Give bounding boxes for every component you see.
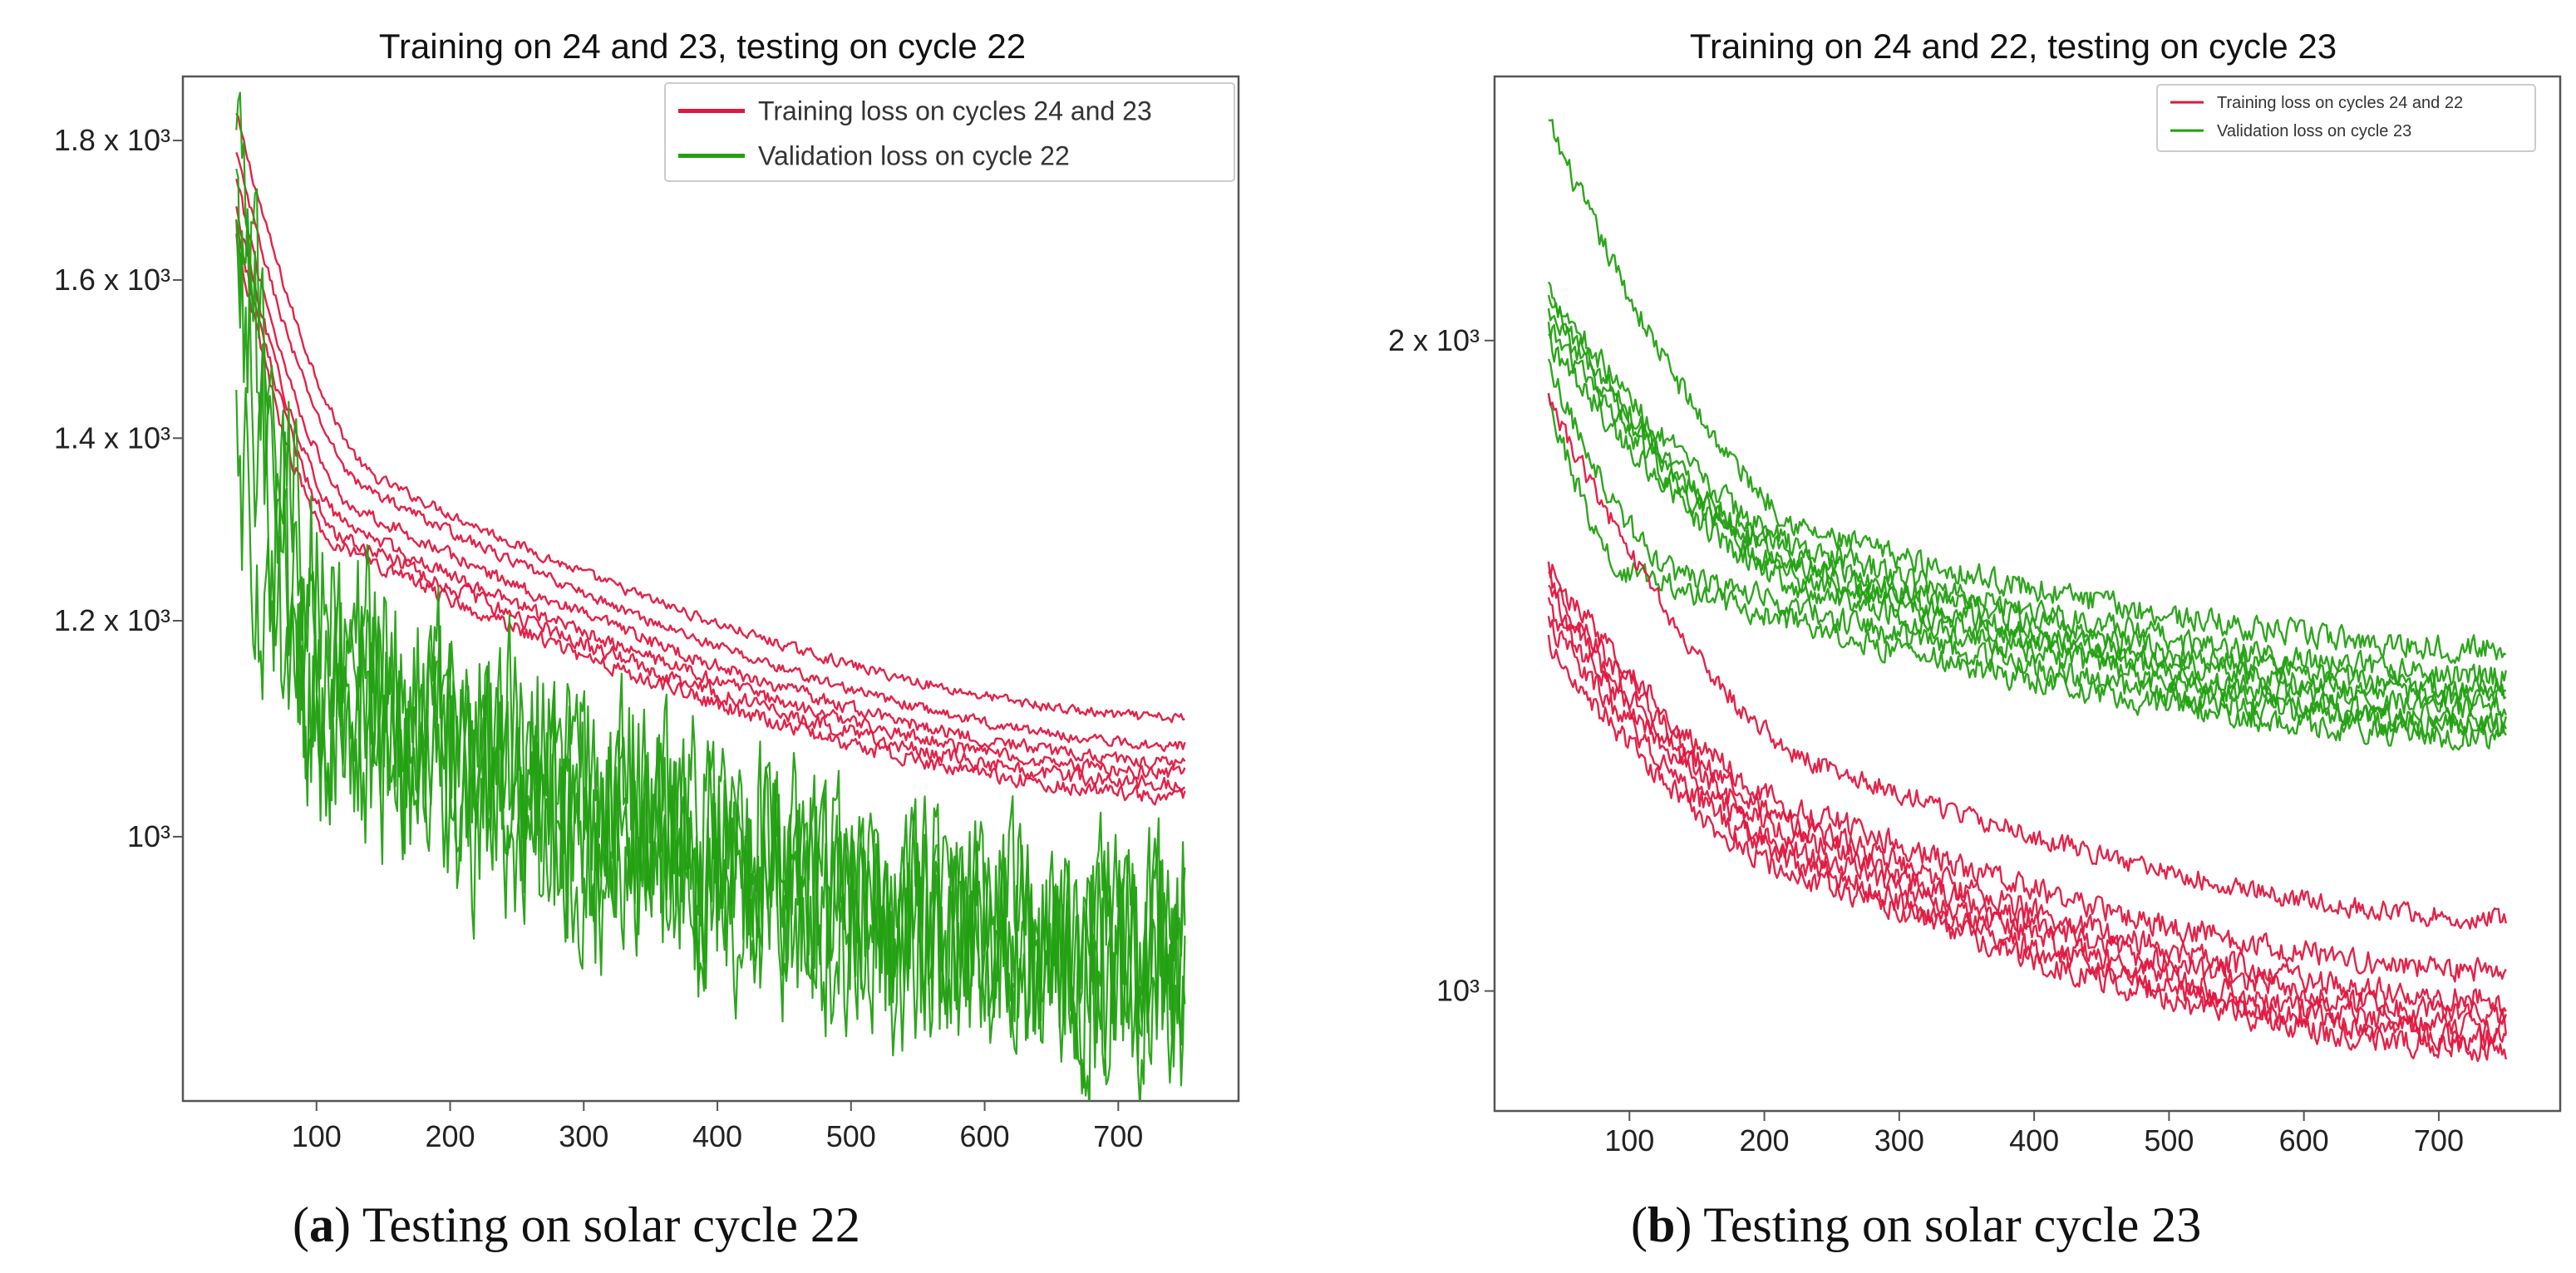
series-group bbox=[1547, 119, 2507, 1063]
training-loss-line bbox=[235, 152, 1186, 753]
training-loss-line bbox=[1547, 561, 2507, 983]
training-loss-line bbox=[1547, 616, 2507, 1052]
x-tick-label: 300 bbox=[1874, 1123, 1924, 1157]
y-tick-label: 1.6 x 10³ bbox=[54, 263, 170, 297]
caption-a-label: a bbox=[308, 1197, 334, 1252]
y-tick-label: 2 x 10³ bbox=[1388, 323, 1480, 357]
chart-title: Training on 24 and 22, testing on cycle … bbox=[1690, 27, 2337, 66]
x-tick-label: 400 bbox=[2009, 1123, 2059, 1157]
x-tick-label: 400 bbox=[692, 1119, 742, 1153]
chart-title: Training on 24 and 23, testing on cycle … bbox=[379, 27, 1026, 66]
caption-b: (b) Testing on solar cycle 23 bbox=[1631, 1197, 2202, 1252]
legend-box bbox=[664, 82, 1235, 182]
training-loss-line bbox=[1547, 584, 2507, 1026]
x-tick-label: 200 bbox=[425, 1119, 475, 1153]
legend-label: Validation loss on cycle 23 bbox=[2217, 122, 2411, 140]
x-tick-label: 600 bbox=[2279, 1123, 2329, 1157]
x-tick-label: 100 bbox=[1604, 1123, 1654, 1157]
plot-frame bbox=[1493, 75, 2562, 1113]
legend: Training loss on cycles 24 and 22 Validat… bbox=[2156, 84, 2536, 152]
caption-a-text: Testing on solar cycle 22 bbox=[350, 1197, 860, 1252]
x-tick-label: 700 bbox=[2414, 1123, 2464, 1157]
x-tick-label: 600 bbox=[960, 1119, 1010, 1153]
x-tick-label: 300 bbox=[559, 1119, 608, 1153]
x-tick-label: 100 bbox=[292, 1119, 342, 1153]
caption-a: (a) Testing on solar cycle 22 bbox=[293, 1197, 860, 1252]
legend-label: Validation loss on cycle 22 bbox=[758, 141, 1070, 171]
validation-loss-line bbox=[1547, 294, 2507, 701]
chart-a: Training on 24 and 23, testing on cycle … bbox=[54, 27, 1240, 1153]
x-tick-label: 200 bbox=[1740, 1123, 1790, 1157]
validation-loss-line bbox=[1547, 281, 2507, 693]
y-tick-label: 10³ bbox=[1436, 974, 1480, 1008]
chart-panel-b: Training on 24 and 22, testing on cycle … bbox=[1313, 0, 2576, 1180]
validation-loss-line bbox=[1547, 322, 2507, 721]
chart-b: Training on 24 and 22, testing on cycle … bbox=[1388, 27, 2562, 1157]
legend-label: Training loss on cycles 24 and 22 bbox=[2217, 94, 2463, 112]
caption-b-label: b bbox=[1647, 1197, 1676, 1252]
training-loss-line bbox=[1547, 634, 2507, 1063]
training-loss-line bbox=[1547, 393, 2507, 930]
training-loss-line bbox=[235, 179, 1186, 770]
x-tick-label: 500 bbox=[2144, 1123, 2194, 1157]
x-tick-label: 500 bbox=[826, 1119, 876, 1153]
training-loss-line bbox=[1547, 597, 2507, 1044]
legend: Training loss on cycles 24 and 23 Validat… bbox=[664, 82, 1235, 182]
validation-loss-line bbox=[235, 386, 1186, 1101]
legend-box bbox=[2156, 84, 2536, 152]
y-tick-label: 1.2 x 10³ bbox=[54, 603, 170, 637]
training-loss-line bbox=[235, 233, 1186, 806]
plot-frame bbox=[181, 75, 1240, 1103]
training-loss-line bbox=[235, 219, 1186, 794]
validation-loss-line bbox=[1548, 119, 2507, 664]
chart-panel-a: Training on 24 and 23, testing on cycle … bbox=[0, 0, 1263, 1180]
legend-label: Training loss on cycles 24 and 23 bbox=[758, 96, 1152, 126]
series-group bbox=[235, 91, 1186, 1101]
training-loss-line bbox=[235, 112, 1185, 724]
x-tick-label: 700 bbox=[1093, 1119, 1143, 1153]
y-tick-label: 1.8 x 10³ bbox=[54, 123, 170, 157]
training-loss-line bbox=[235, 206, 1186, 780]
validation-loss-line bbox=[1547, 392, 2507, 751]
y-tick-label: 1.4 x 10³ bbox=[54, 420, 170, 455]
y-tick-label: 10³ bbox=[127, 819, 170, 853]
validation-loss-line bbox=[1547, 358, 2507, 739]
validation-loss-line bbox=[1547, 307, 2507, 710]
caption-b-text: Testing on solar cycle 23 bbox=[1692, 1197, 2202, 1252]
